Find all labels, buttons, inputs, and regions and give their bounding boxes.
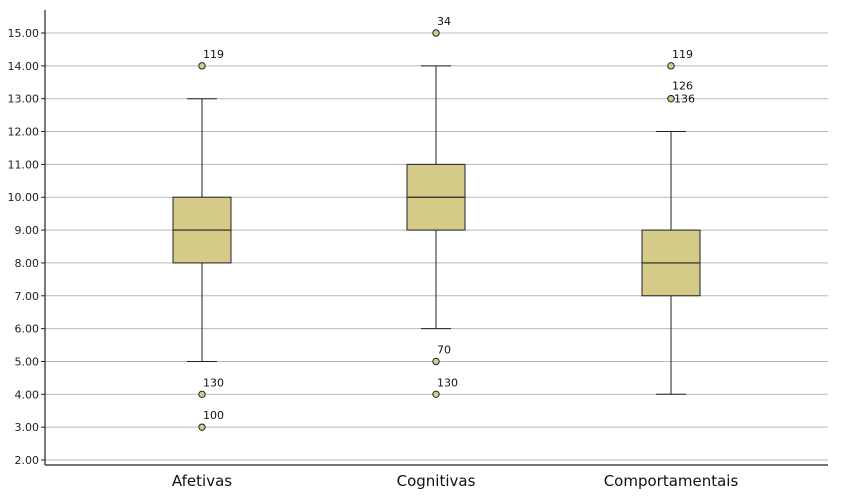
y-tick-label: 11.00	[8, 158, 40, 171]
box-comportamentais	[641, 62, 701, 395]
y-tick-label: 4.00	[15, 388, 40, 401]
box-cognitivas	[406, 29, 466, 399]
y-tick-label: 13.00	[8, 93, 40, 106]
outlier-label: 34	[437, 15, 451, 28]
x-category-label: Cognitivas	[397, 472, 476, 490]
y-tick-label: 8.00	[15, 257, 40, 270]
outlier-label: 130	[437, 376, 458, 389]
outlier-point	[432, 29, 440, 37]
y-tick-label: 6.00	[15, 323, 40, 336]
outlier-label: 130	[203, 376, 224, 389]
outlier-point	[198, 62, 206, 70]
outlier-point	[198, 423, 206, 431]
y-tick-label: 15.00	[8, 27, 40, 40]
outlier-point	[432, 390, 440, 399]
y-tick-label: 2.00	[15, 454, 40, 467]
outlier-label: 126	[672, 80, 693, 93]
y-tick-label: 5.00	[15, 355, 40, 368]
labels: 119 130 100 Afetivas 34 70 130 Cognitivas 119 126…	[172, 15, 739, 490]
axes: 2.00 3.00 4.00 5.00 6.00 7.00 8.00 9.00 10.00 11.…	[8, 10, 828, 467]
y-tick-label: 12.00	[8, 126, 40, 139]
x-category-label: Afetivas	[172, 472, 232, 490]
outlier-label: 70	[437, 343, 451, 356]
y-tick-label: 9.00	[15, 224, 40, 237]
outlier-point	[667, 94, 675, 103]
box-afetivas	[172, 62, 232, 431]
outlier-point	[432, 357, 440, 366]
boxes	[172, 29, 701, 431]
outlier-label: 119	[203, 48, 224, 61]
outlier-point	[198, 390, 206, 399]
y-tick-label: 10.00	[8, 191, 40, 204]
y-tick-label: 3.00	[15, 421, 40, 434]
outlier-point	[667, 62, 675, 70]
outlier-label: 136	[674, 93, 695, 106]
outlier-label: 100	[203, 409, 224, 422]
y-tick-label: 14.00	[8, 60, 40, 73]
outlier-label: 119	[672, 48, 693, 61]
y-tick-label: 7.00	[15, 290, 40, 303]
x-category-label: Comportamentais	[604, 472, 739, 490]
